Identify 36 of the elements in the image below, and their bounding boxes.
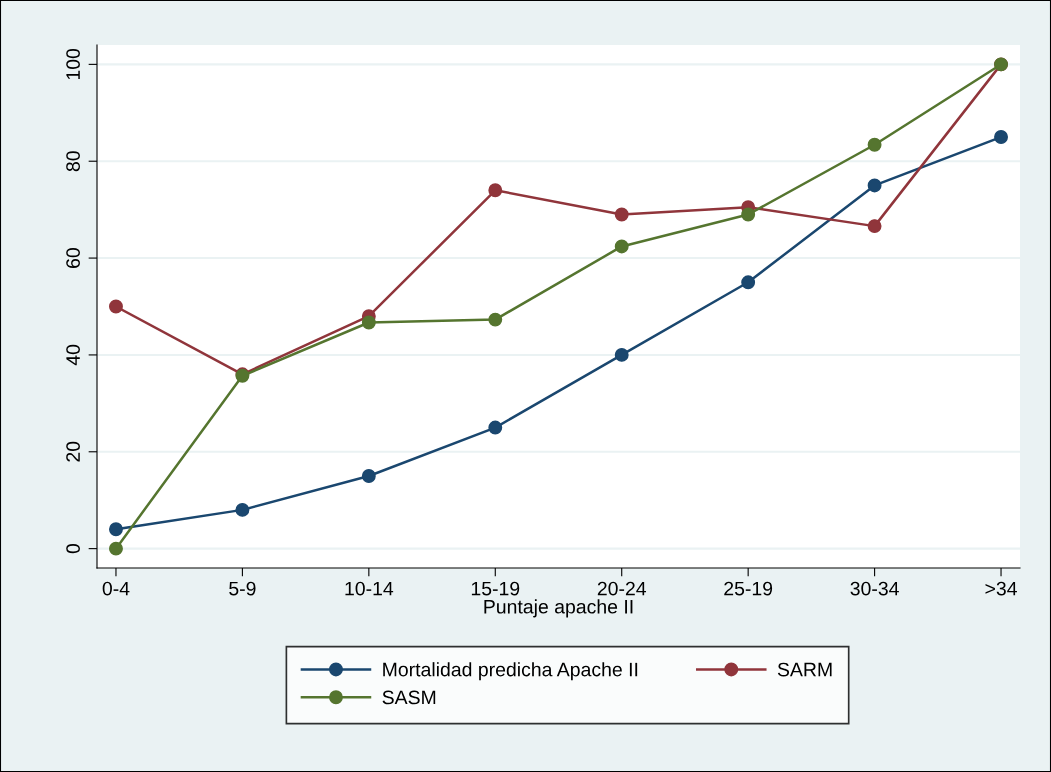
point [741, 275, 756, 290]
point [614, 207, 629, 222]
point [361, 469, 376, 483]
legend-label: Mortalidad predicha Apache II [383, 662, 638, 681]
point [109, 541, 123, 556]
point [741, 207, 756, 222]
x-tick-label: 25-19 [724, 581, 773, 596]
legend-label: SASM [382, 690, 436, 705]
point [488, 312, 503, 327]
point [867, 219, 882, 234]
point [488, 420, 503, 435]
point [994, 130, 1008, 144]
x-axis-title: Puntaje apache II [484, 599, 633, 618]
point [361, 315, 376, 330]
point [109, 299, 123, 314]
point [109, 522, 123, 537]
y-tick-label: 40 [66, 344, 80, 366]
y-tick-label: 0 [66, 543, 80, 554]
x-tick-label: 15-19 [471, 581, 520, 596]
point [488, 183, 503, 198]
point [867, 178, 882, 193]
x-tick-label: 5-9 [229, 581, 256, 596]
x-tick-label: 20-24 [597, 581, 647, 596]
y-tick-label: 100 [66, 48, 80, 80]
point [614, 347, 629, 362]
x-tick-label: >34 [985, 581, 1017, 596]
legend-label: SARM [777, 662, 832, 677]
x-tick-label: 0-4 [102, 581, 130, 596]
point [614, 239, 629, 254]
y-tick-label: 80 [66, 151, 80, 172]
x-tick-label: 10-14 [345, 581, 394, 596]
y-tick-label: 60 [66, 248, 80, 268]
y-tick-label: 20 [66, 441, 80, 462]
x-tick-label: 30-34 [850, 581, 899, 596]
point [867, 137, 882, 152]
point [235, 502, 250, 517]
